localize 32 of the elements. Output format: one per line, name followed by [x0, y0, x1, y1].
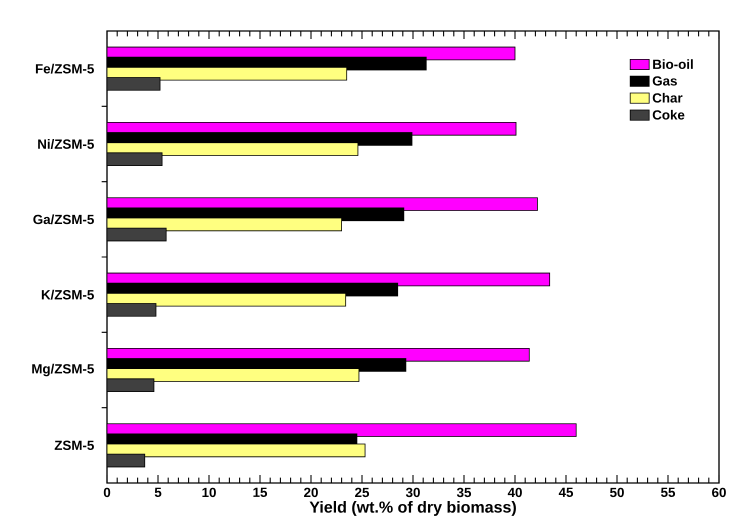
y-tick-label: ZSM-5 [54, 440, 94, 450]
x-tick-label: 25 [355, 488, 370, 498]
x-tick-label: 0 [104, 488, 110, 498]
x-tick-label: 60 [712, 488, 726, 498]
legend-label: Bio-oil [653, 59, 693, 69]
x-tick-label: 50 [610, 488, 624, 498]
y-tick-label: Ga/ZSM-5 [33, 214, 94, 224]
x-tick-label: 40 [508, 488, 522, 498]
bar [107, 152, 162, 166]
bar [107, 228, 167, 242]
bar [107, 378, 154, 392]
x-tick-label: 15 [253, 488, 268, 497]
bar [107, 368, 360, 382]
bar [107, 77, 160, 91]
bar [107, 454, 146, 468]
legend-label: Char [652, 92, 682, 103]
x-axis-title: Yield (wt.% of dry biomass) [310, 500, 516, 516]
x-tick-label: 55 [661, 488, 676, 497]
bar [107, 303, 156, 317]
x-tick-label: 45 [558, 488, 574, 497]
x-tick-label: 20 [304, 488, 318, 498]
x-tick-label: 10 [202, 488, 216, 498]
y-tick-label: Ni/ZSM-5 [38, 139, 94, 149]
legend-label: Gas [652, 76, 677, 86]
legend-label: Coke [652, 110, 684, 120]
y-tick-label: Mg/ZSM-5 [32, 364, 94, 376]
y-tick-label: Fe/ZSM-5 [36, 64, 94, 74]
x-tick-label: 35 [456, 488, 472, 498]
x-tick-label: 5 [154, 488, 162, 497]
x-tick-label: 30 [406, 488, 420, 498]
y-tick-label: K/ZSM-5 [42, 290, 94, 300]
bar [107, 444, 366, 458]
